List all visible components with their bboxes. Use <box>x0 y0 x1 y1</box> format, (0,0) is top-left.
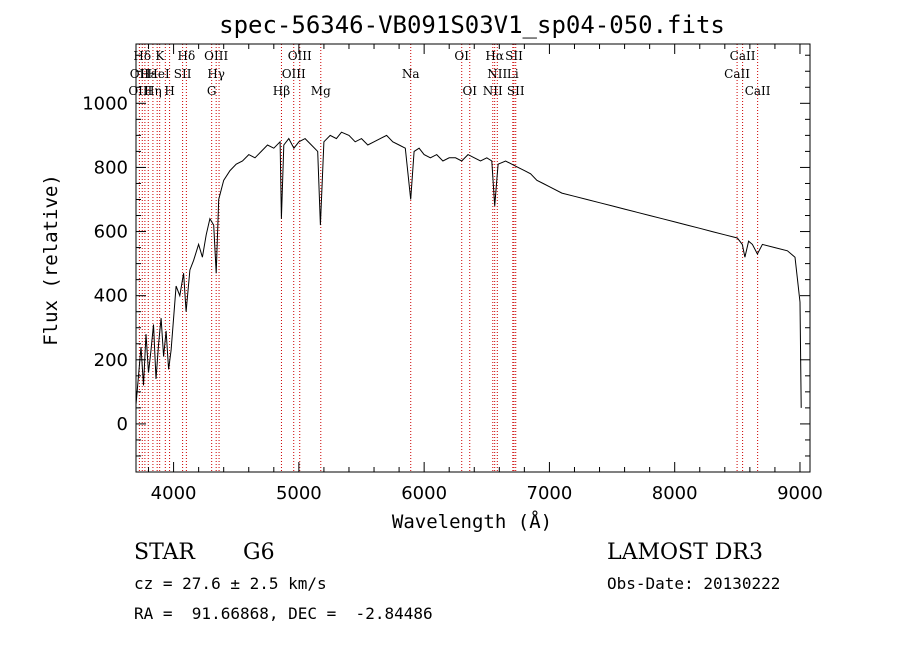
y-tick-label: 0 <box>117 414 128 435</box>
y-axis: 0 200 400 600 800 1000 <box>82 54 810 457</box>
object-type: STAR <box>134 540 195 565</box>
object-subclass: G6 <box>243 540 275 565</box>
spectral-line-label: SII <box>507 84 525 98</box>
coordinates-readout: RA = 91.66868, DEC = -2.84486 <box>134 604 433 623</box>
y-tick-label: 1000 <box>82 93 128 114</box>
spectral-line-label: NII <box>487 67 507 81</box>
spectral-line-markers <box>138 44 759 472</box>
spectral-line-label: CaII <box>730 49 756 63</box>
spectral-line-label: OI <box>462 84 477 98</box>
x-tick-label: 6000 <box>401 483 447 504</box>
spectral-line-label: OIII <box>288 49 312 63</box>
spectral-line-label: OI <box>454 49 469 63</box>
plot-frame <box>135 43 811 473</box>
x-tick-label: 9000 <box>777 483 823 504</box>
spectral-line-label: NII <box>483 84 503 98</box>
spectral-line-label: H <box>164 84 174 98</box>
x-tick-label: 5000 <box>276 483 322 504</box>
spectral-line-label: Hη <box>144 84 162 98</box>
spectral-line-label: Mg <box>311 84 331 98</box>
spectral-line-label: OIII <box>204 49 228 63</box>
redshift-readout: cz = 27.6 ± 2.5 km/s <box>134 574 327 593</box>
spectral-line-label: Hδ <box>133 49 151 63</box>
y-axis-label: Flux (relative) <box>40 174 62 346</box>
spectral-line-label: Na <box>402 67 420 81</box>
spectral-line-label: Hβ <box>273 84 290 98</box>
spectral-line-label: Hγ <box>207 67 225 81</box>
x-tick-label: 8000 <box>652 483 698 504</box>
y-tick-label: 400 <box>94 286 128 307</box>
chart-title: spec-56346-VB091S03V1_sp04-050.fits <box>219 11 725 39</box>
spectral-line-label: SII <box>505 49 523 63</box>
spectral-line-label: G <box>207 84 217 98</box>
survey-name: LAMOST DR3 <box>607 540 763 565</box>
x-axis-label: Wavelength (Å) <box>392 510 552 533</box>
x-axis: 4000 5000 6000 7000 8000 9000 <box>148 44 823 504</box>
spectral-line-label: Li <box>507 67 519 81</box>
spectral-line-label: HeI <box>147 67 170 81</box>
flux-series-line <box>135 131 802 408</box>
spectral-line-label: CaII <box>724 67 750 81</box>
spectral-line-label: CaII <box>745 84 771 98</box>
spectral-line-label: Hα <box>485 49 504 63</box>
obs-date: Obs-Date: 20130222 <box>607 574 781 593</box>
spectral-line-label: K <box>155 49 165 63</box>
spectral-line-label: OIII <box>282 67 306 81</box>
x-tick-label: 4000 <box>151 483 197 504</box>
x-tick-label: 7000 <box>527 483 573 504</box>
spectral-line-label: OIII <box>128 84 152 98</box>
spectral-line-label: SII <box>174 67 192 81</box>
y-tick-label: 200 <box>94 350 128 371</box>
spectral-line-label: OII <box>130 67 150 81</box>
y-tick-label: 800 <box>94 157 128 178</box>
spectral-line-label: Hδ <box>178 49 196 63</box>
spectral-line-label: Hε <box>140 67 157 81</box>
y-tick-label: 600 <box>94 222 128 243</box>
